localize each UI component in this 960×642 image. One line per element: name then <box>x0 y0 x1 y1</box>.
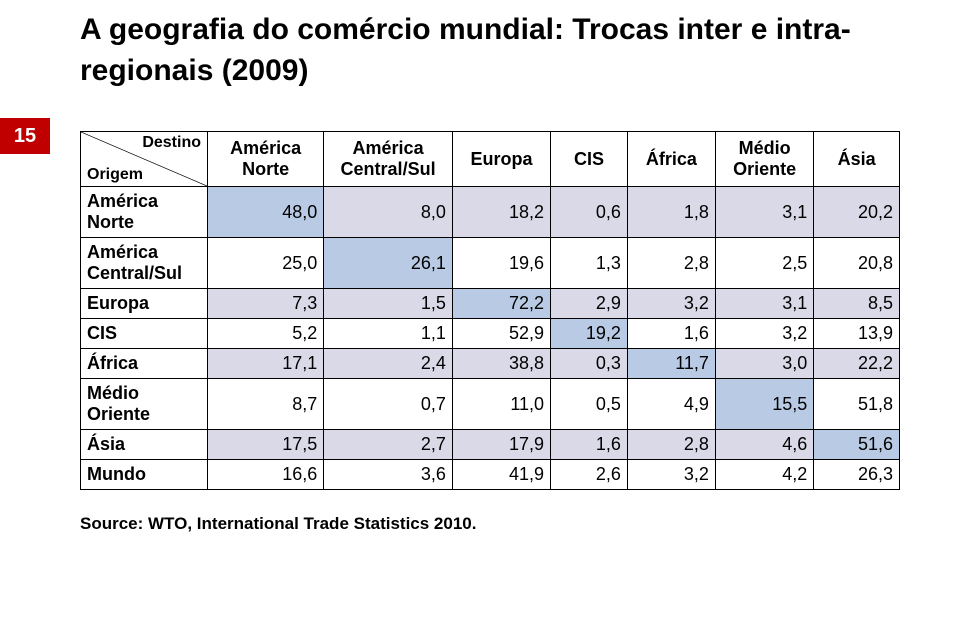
data-cell: 17,1 <box>208 349 324 379</box>
data-cell: 1,3 <box>551 238 628 289</box>
data-cell: 72,2 <box>452 289 550 319</box>
data-cell: 2,4 <box>324 349 453 379</box>
data-cell: 2,7 <box>324 430 453 460</box>
data-cell: 13,9 <box>814 319 900 349</box>
data-cell: 51,8 <box>814 379 900 430</box>
data-cell: 1,5 <box>324 289 453 319</box>
table-row: África17,12,438,80,311,73,022,2 <box>81 349 900 379</box>
data-cell: 1,8 <box>627 187 715 238</box>
table-row: América Norte48,08,018,20,61,83,120,2 <box>81 187 900 238</box>
origin-destination-header: Destino Origem <box>81 132 208 187</box>
data-cell: 26,3 <box>814 460 900 490</box>
data-cell: 2,8 <box>627 238 715 289</box>
origem-label: Origem <box>87 166 143 184</box>
column-header: Europa <box>452 132 550 187</box>
data-cell: 38,8 <box>452 349 550 379</box>
table-row: Ásia17,52,717,91,62,84,651,6 <box>81 430 900 460</box>
data-cell: 26,1 <box>324 238 453 289</box>
data-cell: 20,8 <box>814 238 900 289</box>
slide-number-badge: 15 <box>0 118 50 154</box>
data-cell: 0,5 <box>551 379 628 430</box>
data-cell: 11,7 <box>627 349 715 379</box>
data-cell: 3,1 <box>715 289 813 319</box>
source-caption: Source: WTO, International Trade Statist… <box>80 514 920 534</box>
data-cell: 8,5 <box>814 289 900 319</box>
data-cell: 11,0 <box>452 379 550 430</box>
destino-label: Destino <box>142 134 201 152</box>
data-cell: 7,3 <box>208 289 324 319</box>
data-cell: 3,0 <box>715 349 813 379</box>
table-row: AméricaCentral/Sul25,026,119,61,32,82,52… <box>81 238 900 289</box>
data-cell: 51,6 <box>814 430 900 460</box>
data-cell: 15,5 <box>715 379 813 430</box>
row-header: AméricaCentral/Sul <box>81 238 208 289</box>
data-cell: 1,6 <box>551 430 628 460</box>
data-cell: 0,3 <box>551 349 628 379</box>
page-title: A geografia do comércio mundial: Trocas … <box>80 10 920 91</box>
data-cell: 22,2 <box>814 349 900 379</box>
table-row: Europa7,31,572,22,93,23,18,5 <box>81 289 900 319</box>
data-cell: 1,1 <box>324 319 453 349</box>
table-row: Mundo16,63,641,92,63,24,226,3 <box>81 460 900 490</box>
data-cell: 17,5 <box>208 430 324 460</box>
data-cell: 3,1 <box>715 187 813 238</box>
row-header: Mundo <box>81 460 208 490</box>
data-cell: 48,0 <box>208 187 324 238</box>
column-header: AméricaCentral/Sul <box>324 132 453 187</box>
data-cell: 5,2 <box>208 319 324 349</box>
column-header: MédioOriente <box>715 132 813 187</box>
data-cell: 4,2 <box>715 460 813 490</box>
data-cell: 25,0 <box>208 238 324 289</box>
row-header: Europa <box>81 289 208 319</box>
data-cell: 3,2 <box>715 319 813 349</box>
data-cell: 20,2 <box>814 187 900 238</box>
row-header: Ásia <box>81 430 208 460</box>
column-header: África <box>627 132 715 187</box>
data-cell: 3,6 <box>324 460 453 490</box>
data-cell: 8,7 <box>208 379 324 430</box>
data-cell: 2,9 <box>551 289 628 319</box>
table-row: Médio Oriente8,70,711,00,54,915,551,8 <box>81 379 900 430</box>
trade-matrix-table: DestinoOrigemAméricaNorteAméricaCentral/… <box>80 131 900 490</box>
data-cell: 0,6 <box>551 187 628 238</box>
column-header: Ásia <box>814 132 900 187</box>
data-cell: 17,9 <box>452 430 550 460</box>
data-cell: 3,2 <box>627 460 715 490</box>
data-cell: 2,5 <box>715 238 813 289</box>
data-cell: 52,9 <box>452 319 550 349</box>
table-row: CIS5,21,152,919,21,63,213,9 <box>81 319 900 349</box>
data-cell: 19,6 <box>452 238 550 289</box>
data-cell: 2,8 <box>627 430 715 460</box>
data-cell: 19,2 <box>551 319 628 349</box>
row-header: Médio Oriente <box>81 379 208 430</box>
data-cell: 3,2 <box>627 289 715 319</box>
row-header: América Norte <box>81 187 208 238</box>
data-cell: 41,9 <box>452 460 550 490</box>
column-header: CIS <box>551 132 628 187</box>
data-cell: 8,0 <box>324 187 453 238</box>
data-cell: 16,6 <box>208 460 324 490</box>
data-cell: 1,6 <box>627 319 715 349</box>
row-header: CIS <box>81 319 208 349</box>
data-cell: 4,6 <box>715 430 813 460</box>
data-cell: 0,7 <box>324 379 453 430</box>
data-cell: 4,9 <box>627 379 715 430</box>
data-cell: 18,2 <box>452 187 550 238</box>
data-cell: 2,6 <box>551 460 628 490</box>
column-header: AméricaNorte <box>208 132 324 187</box>
row-header: África <box>81 349 208 379</box>
